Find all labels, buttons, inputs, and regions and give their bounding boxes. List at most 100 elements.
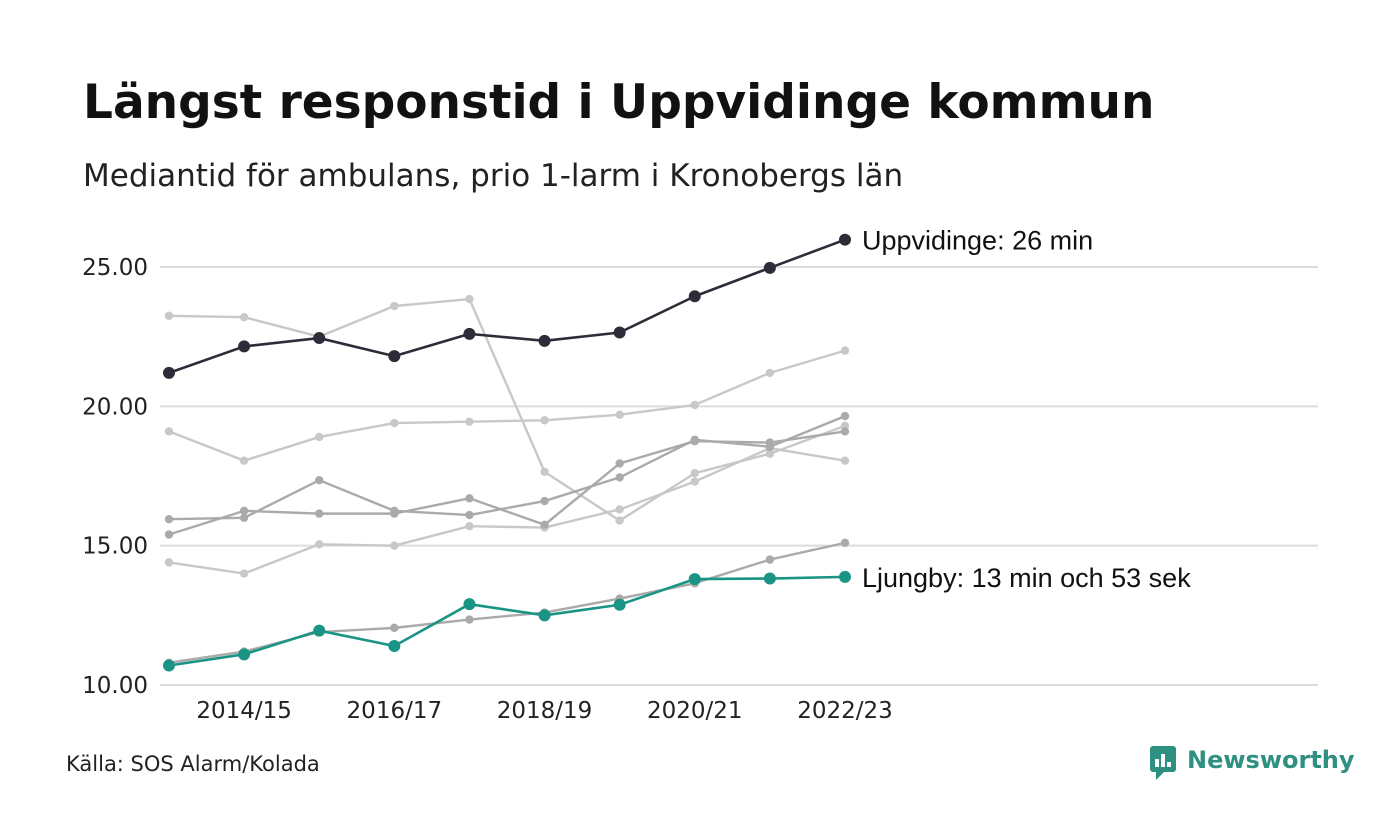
data-point [765, 555, 775, 564]
data-point [239, 569, 249, 578]
newsworthy-logo: Newsworthy [1150, 746, 1355, 780]
data-point [239, 513, 249, 522]
series-comparison-3 [164, 411, 850, 524]
data-point [613, 598, 626, 611]
y-tick-label: 15.00 [82, 534, 148, 560]
data-point [164, 427, 174, 436]
data-point [315, 509, 324, 518]
data-point [164, 514, 174, 524]
data-point [388, 639, 401, 652]
data-point [615, 516, 624, 525]
series-line [168, 575, 846, 667]
y-axis-ticks: 10.00 15.00 20.00 25.00 [82, 255, 148, 699]
data-point [690, 477, 699, 486]
data-point [840, 346, 850, 355]
series-comparison-2 [164, 443, 850, 578]
y-tick-label: 20.00 [82, 394, 148, 420]
data-point [390, 541, 399, 550]
data-point [540, 496, 549, 506]
data-point [465, 615, 474, 624]
data-point [315, 475, 324, 485]
data-point [465, 294, 474, 304]
data-point [763, 572, 776, 585]
data-point [840, 411, 850, 421]
end-label-ljungby: Ljungby: 13 min och 53 sek [862, 563, 1191, 593]
data-point [313, 624, 326, 637]
data-point [238, 340, 251, 353]
data-point [315, 432, 324, 442]
data-point [315, 540, 324, 549]
x-tick-label: 2014/15 [196, 698, 292, 724]
data-point [615, 473, 624, 482]
data-point [840, 427, 850, 436]
data-point [163, 366, 175, 379]
data-point [390, 623, 399, 633]
data-point [164, 311, 174, 320]
data-point [690, 400, 699, 410]
data-point [615, 459, 624, 468]
data-point [390, 301, 399, 311]
data-point [688, 290, 701, 303]
data-point [840, 538, 850, 548]
data-point [163, 659, 175, 672]
data-point [540, 416, 549, 425]
data-point [765, 438, 775, 447]
x-tick-label: 2022/23 [797, 698, 893, 724]
x-tick-label: 2018/19 [497, 698, 593, 724]
data-point [164, 530, 174, 539]
end-labels: Uppvidinge: 26 min Ljungby: 13 min och 53… [862, 226, 1191, 593]
data-point [388, 350, 401, 363]
end-label-uppvidinge: Uppvidinge: 26 min [862, 226, 1093, 256]
series-line [168, 349, 846, 462]
data-point [690, 436, 699, 446]
data-point [765, 368, 775, 378]
highlight-series [163, 233, 851, 672]
x-tick-label: 2016/17 [347, 698, 443, 724]
data-point [763, 261, 776, 274]
chart-title: Längst responstid i Uppvidinge kommun [83, 75, 1154, 130]
data-point [540, 520, 549, 529]
data-point [540, 467, 549, 477]
data-point [690, 469, 699, 478]
x-tick-label: 2020/21 [647, 698, 743, 724]
chart-subtitle: Mediantid för ambulans, prio 1-larm i Kr… [83, 158, 903, 194]
data-point [615, 410, 624, 419]
data-point [465, 510, 474, 520]
data-point [615, 505, 624, 514]
y-tick-label: 25.00 [82, 255, 148, 281]
series-comparison-1 [164, 346, 850, 465]
series-comparison-4 [164, 427, 850, 539]
data-point [239, 506, 249, 516]
data-point [239, 456, 249, 465]
series-line [168, 430, 846, 536]
data-point [463, 598, 476, 611]
data-point [463, 327, 476, 340]
data-point [238, 648, 251, 661]
data-point [538, 609, 551, 622]
data-point [390, 418, 399, 428]
data-point [538, 334, 551, 347]
data-point [465, 494, 474, 503]
data-point [838, 233, 851, 246]
data-point [390, 509, 399, 518]
data-point [465, 521, 474, 531]
series-line [168, 297, 846, 522]
data-point [840, 456, 850, 465]
series-uppvidinge [163, 233, 851, 379]
data-point [613, 326, 626, 339]
series-comparison-0 [164, 294, 850, 525]
background-series [164, 294, 850, 667]
y-tick-label: 10.00 [82, 673, 148, 699]
series-ljungby [163, 570, 851, 672]
source-note: Källa: SOS Alarm/Kolada [66, 752, 320, 776]
data-point [164, 558, 174, 567]
data-point [688, 573, 701, 586]
data-point [838, 570, 851, 583]
brand-name: Newsworthy [1187, 746, 1355, 774]
series-line [168, 238, 846, 375]
data-point [465, 417, 474, 426]
data-point [239, 312, 249, 322]
brand-icon [1150, 746, 1176, 780]
